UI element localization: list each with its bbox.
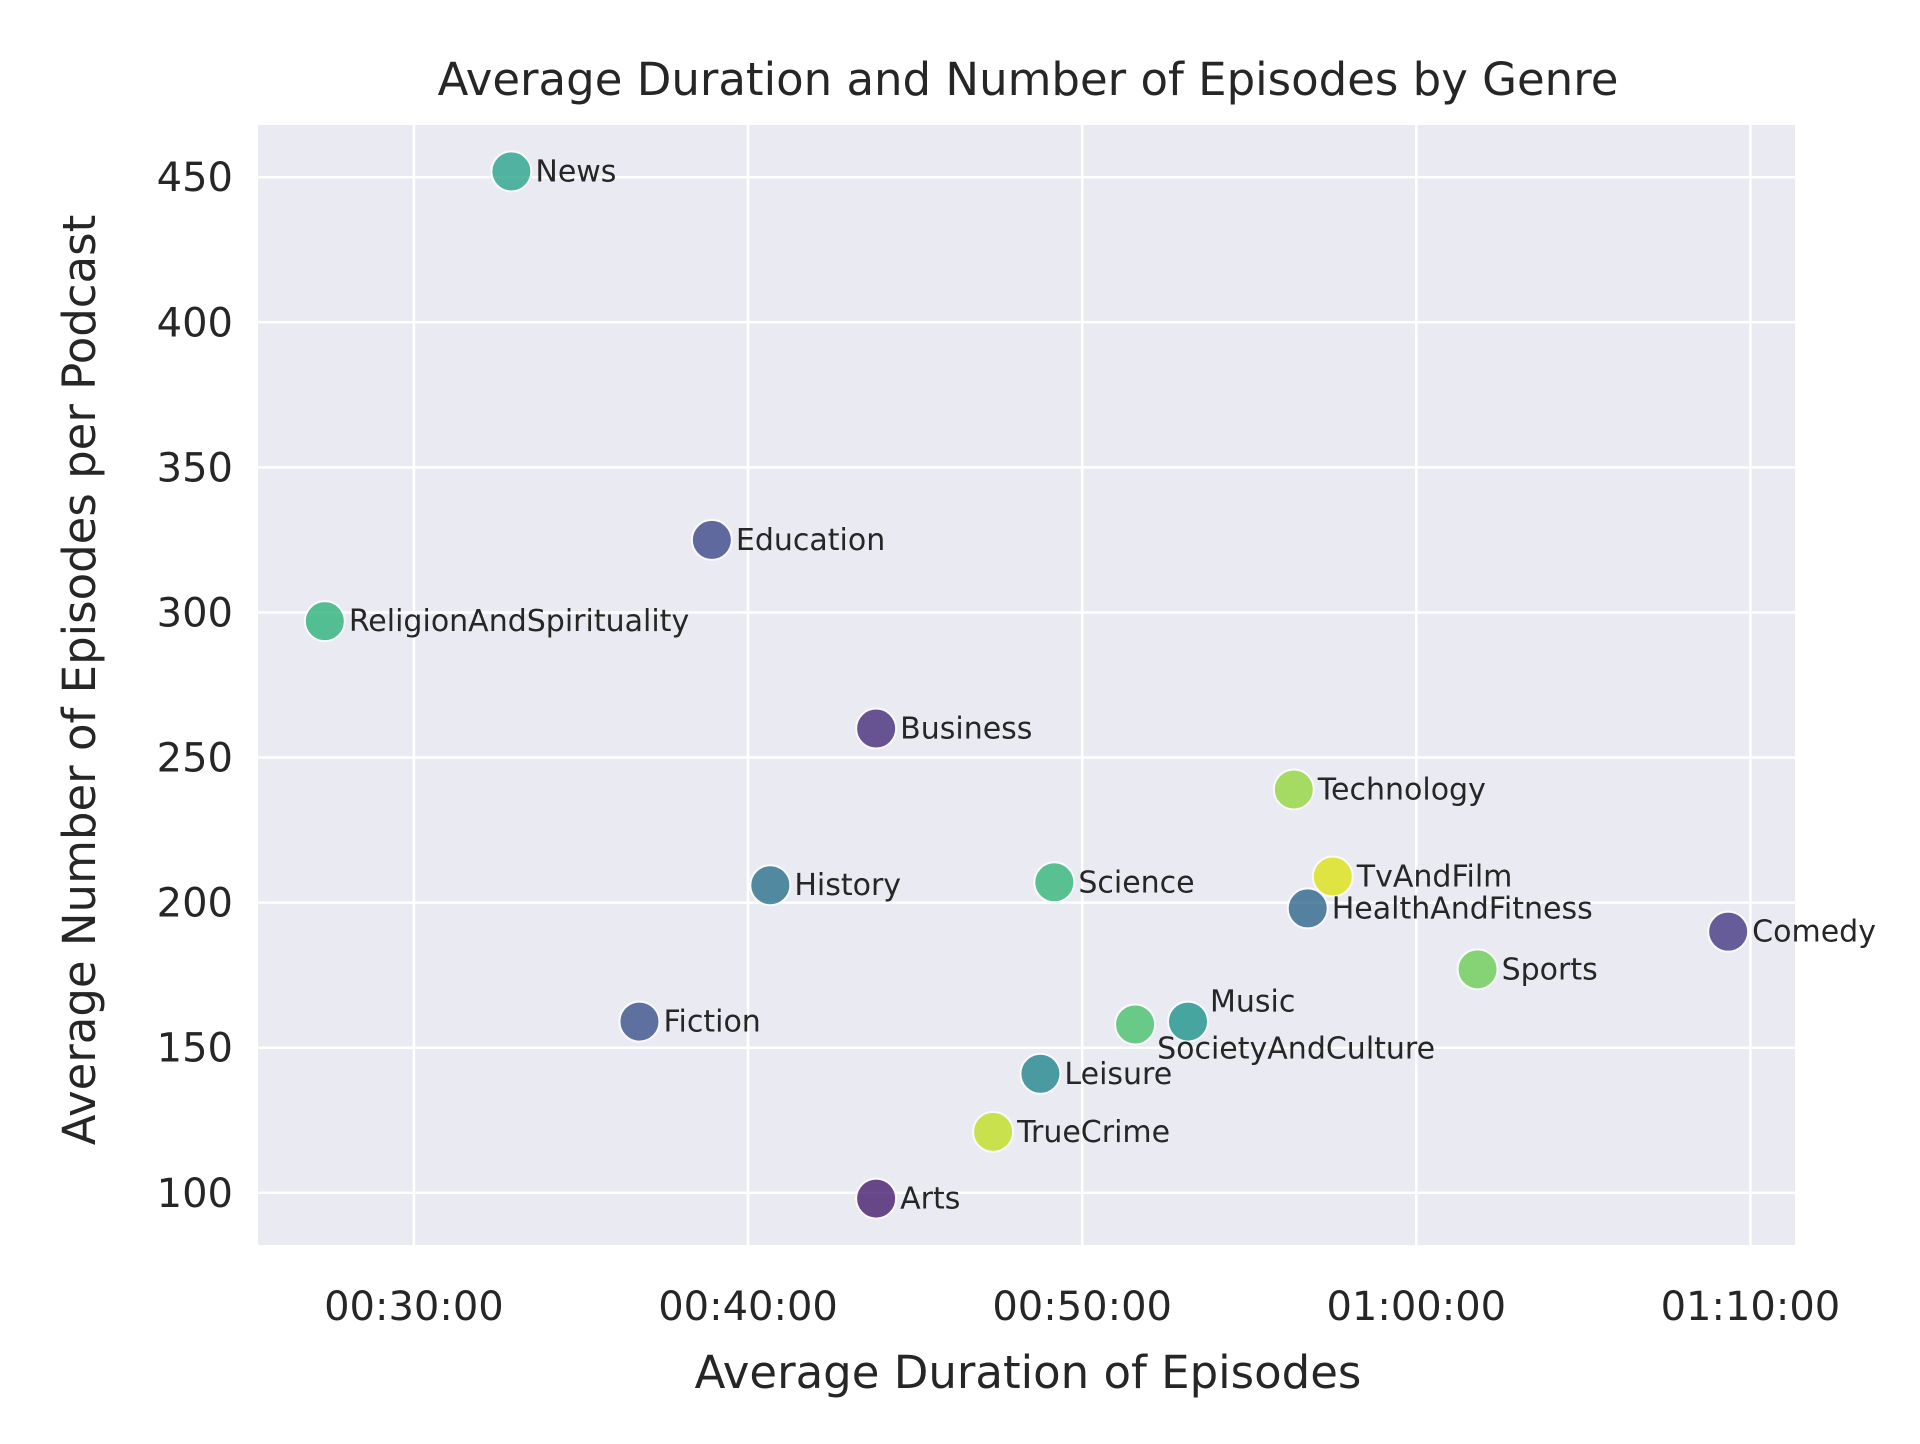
data-point [303, 600, 346, 643]
data-point [1033, 861, 1076, 904]
point-label: Leisure [1064, 1057, 1172, 1092]
data-point [1311, 855, 1354, 898]
point-label: Fiction [663, 1005, 760, 1040]
data-point [490, 150, 533, 193]
point-label: TvAndFilm [1356, 860, 1513, 895]
data-point [1019, 1052, 1062, 1095]
data-point [855, 707, 898, 750]
data-point [1114, 1003, 1157, 1046]
y-tick-label: 250 [157, 736, 233, 782]
x-tick-label: 01:00:00 [1326, 1284, 1506, 1330]
y-tick-label: 150 [157, 1026, 233, 1072]
chart-title: Average Duration and Number of Episodes … [438, 53, 1619, 106]
data-point [1166, 1000, 1209, 1043]
data-point [972, 1110, 1015, 1153]
point-label: ReligionAndSpirituality [349, 604, 689, 639]
data-point [855, 1177, 898, 1220]
data-point [749, 864, 792, 907]
point-labels: News Education ReligionAndSpirituality Busi… [349, 154, 1876, 1216]
y-tick-label: 350 [157, 445, 233, 491]
point-label: History [794, 868, 901, 903]
x-tick-labels: 00:30:00 00:40:00 00:50:00 01:00:00 01:10:00 [324, 1284, 1840, 1330]
y-tick-label: 450 [157, 155, 233, 201]
point-label: Arts [900, 1182, 960, 1217]
data-points [303, 150, 1750, 1220]
y-tick-label: 100 [157, 1171, 233, 1217]
point-label: Technology [1317, 772, 1486, 807]
y-axis-label: Average Number of Episodes per Podcast [53, 215, 106, 1145]
y-tick-labels: 100 150 200 250 300 350 400 450 [157, 155, 233, 1217]
data-point [1286, 887, 1329, 930]
point-label: Science [1078, 865, 1194, 900]
point-label: TrueCrime [1016, 1115, 1170, 1150]
x-axis-label: Average Duration of Episodes [695, 1346, 1362, 1399]
y-tick-label: 300 [157, 590, 233, 636]
data-point [1272, 768, 1315, 811]
data-point [1707, 910, 1750, 953]
y-tick-label: 400 [157, 300, 233, 346]
data-point [690, 518, 733, 561]
point-label: HealthAndFitness [1332, 891, 1593, 926]
y-tick-label: 200 [157, 881, 233, 927]
point-label: News [535, 154, 616, 189]
point-label: Comedy [1752, 915, 1876, 950]
point-label: Education [736, 523, 885, 558]
x-tick-label: 00:50:00 [992, 1284, 1172, 1330]
point-label: Music [1210, 985, 1295, 1020]
x-tick-label: 01:10:00 [1661, 1284, 1841, 1330]
data-point [1456, 948, 1499, 991]
x-tick-label: 00:30:00 [324, 1284, 504, 1330]
point-label: SocietyAndCulture [1157, 1031, 1435, 1066]
point-label: Sports [1502, 952, 1598, 987]
point-label: Business [900, 712, 1032, 747]
x-grid [412, 125, 1752, 1245]
data-point [618, 1000, 661, 1043]
x-tick-label: 00:40:00 [658, 1284, 838, 1330]
